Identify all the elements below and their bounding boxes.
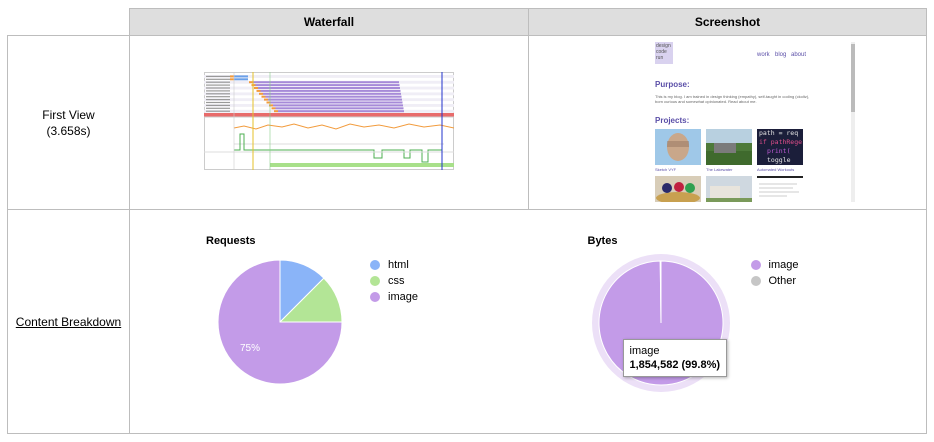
landscape-image: [706, 129, 752, 165]
legend-label-image: image: [388, 291, 418, 303]
purpose-heading: Purpose:: [655, 80, 690, 89]
waterfall-bar: [270, 101, 403, 104]
project-thumb-face: [655, 129, 701, 165]
waterfall-header: Waterfall: [129, 8, 529, 36]
html-swatch-icon: [370, 260, 380, 270]
waterfall-bar: [234, 78, 248, 81]
waterfall-bar: [260, 89, 401, 92]
pie-slice-other[interactable]: [659, 260, 661, 324]
waterfall-bar: [253, 81, 399, 84]
other-swatch-icon: [750, 276, 761, 286]
requests-chart-title: Requests: [206, 235, 256, 247]
waterfall-bar: [268, 98, 402, 101]
legend-item-html[interactable]: html: [370, 257, 418, 273]
tooltip-name: image: [629, 345, 660, 357]
project-thumb-document: [757, 176, 803, 202]
legend-label-html: html: [388, 259, 409, 271]
nav-about: about: [791, 52, 807, 58]
screenshot-header: Screenshot: [528, 8, 927, 36]
objects-image: [656, 182, 700, 202]
code-line-4: toggle: [767, 156, 791, 164]
legend-label-css: css: [388, 275, 405, 287]
caption-1: Sketch VYF: [655, 167, 677, 172]
code-line-1: path = req: [759, 129, 799, 137]
building-image: [706, 186, 752, 202]
tooltip-value: 1,854,582 (99.8%): [629, 359, 721, 371]
purpose-text: This is my blog. I am trained in design …: [655, 94, 810, 104]
waterfall-cell[interactable]: [129, 35, 529, 210]
project-thumb-code: path = req if pathRege print( toggle: [757, 129, 803, 165]
pie-slice-image[interactable]: [217, 259, 343, 385]
waterfall-bar: [263, 92, 401, 95]
projects-heading: Projects:: [655, 116, 690, 125]
face-image: [667, 133, 689, 161]
image-bytes-swatch-icon: [750, 260, 761, 270]
caption-2: The Lakewater: [706, 167, 733, 172]
waterfall-bar: [273, 104, 403, 107]
requests-pie[interactable]: 75%: [214, 256, 346, 388]
waterfall-bar: [234, 75, 248, 78]
project-thumb-building: [706, 176, 752, 202]
bytes-chart-title: Bytes: [587, 235, 618, 247]
legend-label-image-bytes: image: [768, 259, 799, 271]
requests-legend: html css image: [370, 257, 418, 305]
bytes-chart-cell: Bytes image 1,854,582 (99.8%) image Othe…: [528, 209, 927, 434]
empty-corner: [8, 9, 130, 36]
waterfall-bar: [278, 110, 404, 113]
waterfall-bar: [265, 95, 402, 98]
project-thumb-landscape: [706, 129, 752, 165]
requests-chart-cell: Requests 75% html css image: [129, 209, 529, 434]
site-logo: design code run: [655, 42, 673, 64]
first-view-label: First View (3.658s): [7, 35, 130, 210]
screenshot-scrollbar: [851, 42, 855, 202]
bytes-legend: image Other: [750, 257, 799, 289]
content-breakdown-label: Content Breakdown: [7, 209, 130, 434]
legend-item-image-bytes[interactable]: image: [750, 257, 799, 273]
caption-3: Automated Workouts: [757, 167, 795, 172]
project-thumb-objects: [655, 176, 701, 202]
waterfall-bar: [255, 84, 400, 87]
nav-blog: blog: [775, 52, 787, 58]
page-screenshot[interactable]: design code run work blog about Purpose:…: [655, 42, 857, 202]
results-table: Waterfall Screenshot First View (3.658s): [7, 8, 927, 434]
legend-item-image[interactable]: image: [370, 289, 418, 305]
nav-work: work: [757, 52, 770, 58]
legend-item-css[interactable]: css: [370, 273, 418, 289]
first-view-title: First View: [42, 107, 95, 122]
waterfall-bar: [275, 107, 404, 110]
image-swatch-icon: [370, 292, 380, 302]
legend-label-other: Other: [768, 275, 797, 287]
first-view-time: (3.658s): [46, 123, 91, 138]
content-breakdown-link[interactable]: Content Breakdown: [15, 314, 122, 329]
code-line-3: print(: [767, 147, 791, 155]
waterfall-rows: [204, 75, 454, 113]
legend-item-other[interactable]: Other: [750, 273, 799, 289]
waterfall-bar: [258, 87, 400, 89]
waterfall-thumbnail[interactable]: [204, 72, 455, 170]
bytes-tooltip: image 1,854,582 (99.8%): [622, 339, 728, 377]
requests-slice-label: 75%: [240, 343, 260, 354]
screenshot-cell[interactable]: design code run work blog about Purpose:…: [528, 35, 927, 210]
document-image: [759, 183, 799, 197]
css-swatch-icon: [370, 276, 380, 286]
code-line-2: if pathRege: [759, 138, 803, 146]
